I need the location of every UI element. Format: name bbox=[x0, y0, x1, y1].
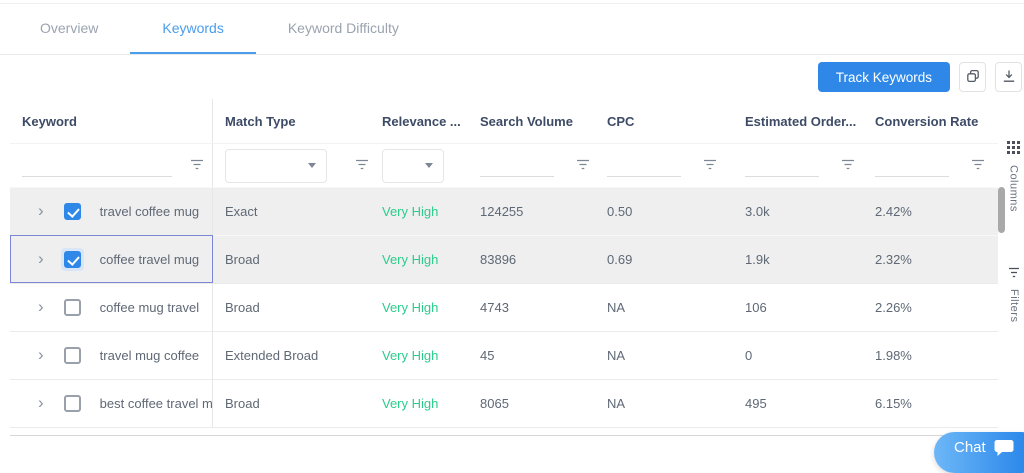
filter-icon[interactable] bbox=[971, 158, 985, 173]
cpc-cell: NA bbox=[595, 284, 733, 331]
side-rail: Columns Filters bbox=[1000, 99, 1024, 439]
search-volume-cell: 124255 bbox=[468, 188, 595, 235]
filter-icon[interactable] bbox=[355, 158, 369, 173]
table-filter-row bbox=[10, 143, 998, 187]
conversion-rate-cell: 2.26% bbox=[863, 284, 998, 331]
filter-icon[interactable] bbox=[576, 158, 590, 173]
row-checkbox[interactable] bbox=[64, 395, 81, 412]
tab-bar: Overview Keywords Keyword Difficulty bbox=[0, 3, 1024, 55]
grid-icon bbox=[1007, 141, 1020, 159]
chat-button[interactable]: Chat bbox=[934, 432, 1024, 473]
estimated-orders-cell: 106 bbox=[733, 284, 863, 331]
table-bottom-edge bbox=[10, 427, 998, 436]
copy-button[interactable] bbox=[959, 62, 986, 92]
cpc-cell: NA bbox=[595, 332, 733, 379]
column-header-cpc[interactable]: CPC bbox=[595, 99, 733, 143]
conversion-rate-filter-input[interactable] bbox=[875, 155, 949, 177]
table-row[interactable]: › coffee mug travel Broad Very High 4743… bbox=[10, 283, 998, 331]
column-header-match-type[interactable]: Match Type bbox=[213, 99, 370, 143]
match-type-cell: Extended Broad bbox=[213, 332, 370, 379]
table-row[interactable]: › best coffee travel mug Broad Very High… bbox=[10, 379, 998, 427]
cpc-cell: NA bbox=[595, 380, 733, 427]
conversion-rate-cell: 2.42% bbox=[863, 188, 998, 235]
match-type-cell: Exact bbox=[213, 188, 370, 235]
conversion-rate-cell: 2.32% bbox=[863, 236, 998, 283]
relevance-cell: Very High bbox=[370, 380, 468, 427]
keyword-cell: travel mug coffee bbox=[100, 348, 199, 363]
table-row[interactable]: › travel mug coffee Extended Broad Very … bbox=[10, 331, 998, 379]
columns-panel-label: Columns bbox=[1008, 165, 1020, 212]
conversion-rate-cell: 6.15% bbox=[863, 380, 998, 427]
estimated-orders-cell: 1.9k bbox=[733, 236, 863, 283]
track-keywords-button[interactable]: Track Keywords bbox=[818, 62, 950, 92]
search-volume-cell: 45 bbox=[468, 332, 595, 379]
keywords-grid: Keyword Match Type Relevance ... Search … bbox=[0, 99, 1024, 436]
column-header-relevance[interactable]: Relevance ... bbox=[370, 99, 468, 143]
keyword-cell: travel coffee mug bbox=[100, 204, 199, 219]
keyword-research-page: Overview Keywords Keyword Difficulty Tra… bbox=[0, 3, 1024, 436]
chat-bubble-icon bbox=[994, 439, 1014, 461]
download-button[interactable] bbox=[995, 62, 1022, 92]
toolbar: Track Keywords bbox=[0, 55, 1024, 99]
match-type-cell: Broad bbox=[213, 284, 370, 331]
cpc-cell: 0.69 bbox=[595, 236, 733, 283]
keyword-filter-input[interactable] bbox=[22, 155, 172, 177]
relevance-cell: Very High bbox=[370, 284, 468, 331]
download-icon bbox=[1002, 69, 1016, 86]
keyword-cell: best coffee travel mug bbox=[100, 396, 213, 411]
relevance-cell: Very High bbox=[370, 188, 468, 235]
relevance-cell: Very High bbox=[370, 236, 468, 283]
filters-panel-toggle[interactable]: Filters bbox=[1008, 265, 1020, 322]
search-volume-filter-input[interactable] bbox=[480, 155, 554, 177]
table-header-row: Keyword Match Type Relevance ... Search … bbox=[10, 99, 998, 143]
chevron-right-icon[interactable]: › bbox=[38, 202, 44, 219]
cpc-filter-input[interactable] bbox=[607, 155, 681, 177]
column-header-search-volume[interactable]: Search Volume bbox=[468, 99, 595, 143]
search-volume-cell: 83896 bbox=[468, 236, 595, 283]
relevance-cell: Very High bbox=[370, 332, 468, 379]
row-checkbox[interactable] bbox=[64, 251, 81, 268]
relevance-filter-select[interactable] bbox=[382, 149, 444, 183]
tab-keywords[interactable]: Keywords bbox=[130, 4, 255, 54]
column-header-keyword[interactable]: Keyword bbox=[10, 99, 213, 143]
row-checkbox[interactable] bbox=[64, 347, 81, 364]
search-volume-cell: 4743 bbox=[468, 284, 595, 331]
chat-button-label: Chat bbox=[954, 439, 986, 456]
match-type-filter-select[interactable] bbox=[225, 149, 327, 183]
column-header-estimated-orders[interactable]: Estimated Order... bbox=[733, 99, 863, 143]
column-header-conversion-rate[interactable]: Conversion Rate bbox=[863, 99, 998, 143]
conversion-rate-cell: 1.98% bbox=[863, 332, 998, 379]
keyword-cell: coffee travel mug bbox=[100, 252, 199, 267]
row-checkbox[interactable] bbox=[64, 203, 81, 220]
estimated-orders-cell: 3.0k bbox=[733, 188, 863, 235]
row-checkbox[interactable] bbox=[64, 299, 81, 316]
chevron-right-icon[interactable]: › bbox=[38, 394, 44, 411]
copy-icon bbox=[966, 69, 980, 86]
match-type-cell: Broad bbox=[213, 236, 370, 283]
estimated-orders-cell: 495 bbox=[733, 380, 863, 427]
columns-panel-toggle[interactable]: Columns bbox=[1007, 141, 1020, 212]
chevron-right-icon[interactable]: › bbox=[38, 250, 44, 267]
filter-icon bbox=[1008, 265, 1020, 283]
tab-keyword-difficulty[interactable]: Keyword Difficulty bbox=[256, 4, 431, 54]
estimated-orders-filter-input[interactable] bbox=[745, 155, 819, 177]
table-row[interactable]: › coffee travel mug Broad Very High 8389… bbox=[10, 235, 998, 283]
estimated-orders-cell: 0 bbox=[733, 332, 863, 379]
search-volume-cell: 8065 bbox=[468, 380, 595, 427]
table-row[interactable]: › travel coffee mug Exact Very High 1242… bbox=[10, 187, 998, 235]
tab-overview[interactable]: Overview bbox=[8, 4, 130, 54]
cpc-cell: 0.50 bbox=[595, 188, 733, 235]
caret-down-icon bbox=[425, 163, 433, 168]
keyword-cell: coffee mug travel bbox=[100, 300, 199, 315]
chevron-right-icon[interactable]: › bbox=[38, 346, 44, 363]
caret-down-icon bbox=[308, 163, 316, 168]
filters-panel-label: Filters bbox=[1008, 289, 1020, 322]
filter-icon[interactable] bbox=[841, 158, 855, 173]
chevron-right-icon[interactable]: › bbox=[38, 298, 44, 315]
match-type-cell: Broad bbox=[213, 380, 370, 427]
filter-icon[interactable] bbox=[703, 158, 717, 173]
filter-icon[interactable] bbox=[190, 158, 204, 173]
